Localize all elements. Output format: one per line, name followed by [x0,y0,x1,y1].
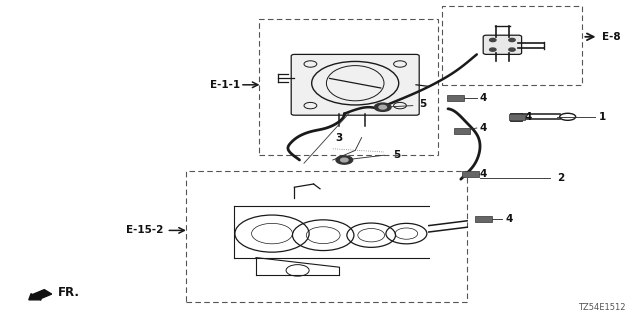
Bar [475,216,492,222]
Text: 3: 3 [335,132,342,143]
Text: 4: 4 [480,169,488,180]
Bar [509,114,525,120]
Text: 1: 1 [598,112,605,122]
Text: 4: 4 [480,92,488,103]
Circle shape [340,158,348,162]
Bar [186,171,467,302]
Text: E-15-2: E-15-2 [126,225,163,236]
FancyBboxPatch shape [291,54,419,115]
FancyBboxPatch shape [483,35,522,54]
Text: 4: 4 [506,214,513,224]
Circle shape [490,48,496,51]
Text: 5: 5 [419,99,426,109]
Text: E-1-1: E-1-1 [210,80,240,90]
Circle shape [336,156,353,164]
Text: TZ54E1512: TZ54E1512 [579,303,626,312]
Text: E-8: E-8 [602,32,620,42]
Text: FR.: FR. [58,286,79,299]
Circle shape [490,38,496,42]
Bar [462,172,479,177]
Circle shape [509,38,515,42]
Text: 5: 5 [394,150,401,160]
Text: 4: 4 [525,112,532,122]
Bar [259,19,438,155]
Bar [454,128,470,134]
Bar [510,113,522,121]
Text: 4: 4 [480,123,488,133]
Circle shape [374,103,391,111]
FancyArrow shape [29,290,52,300]
Circle shape [379,105,387,109]
Text: 2: 2 [557,172,564,183]
Bar [442,6,582,85]
Bar [447,95,464,100]
Circle shape [509,48,515,51]
